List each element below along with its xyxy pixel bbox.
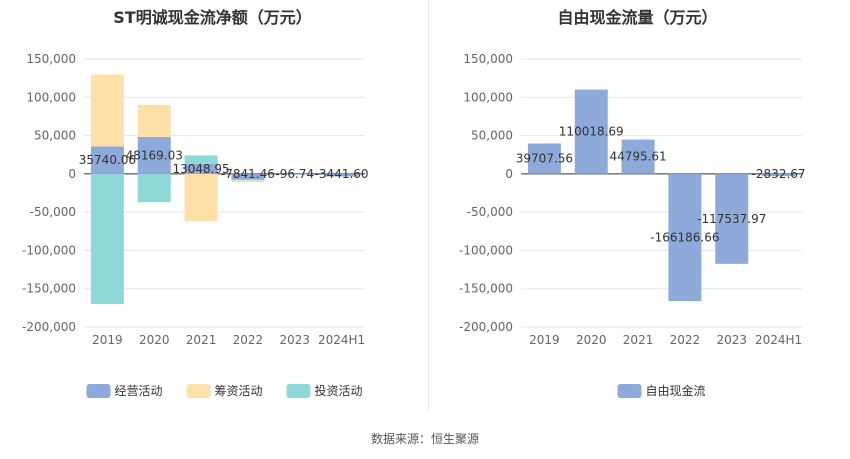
- bar: [621, 139, 655, 174]
- bar: [137, 173, 171, 203]
- data-label: 44795.61: [609, 150, 666, 164]
- legend-swatch: [617, 384, 642, 398]
- data-label: 39707.56: [516, 152, 573, 166]
- bar: [668, 173, 702, 302]
- bar: [231, 179, 265, 181]
- bar: [527, 143, 561, 174]
- x-tick-label: 2021: [623, 333, 654, 347]
- data-label: 110018.69: [559, 125, 624, 139]
- y-tick-label: -150,000: [459, 282, 513, 296]
- y-tick-label: -150,000: [22, 282, 76, 296]
- bar: [184, 173, 218, 222]
- data-label: -166186.66: [650, 230, 719, 244]
- x-tick-label: 2020: [576, 333, 607, 347]
- data-source-note: 数据来源：恒生聚源: [370, 432, 479, 446]
- y-tick-label: 50,000: [34, 129, 76, 143]
- free-cash-flow-chart: -200,000 -150,000 -100,000 -50,000 0 50,000 10…: [459, 52, 806, 398]
- y-tick-label: -200,000: [459, 320, 513, 334]
- x-tick-label: 2019: [529, 333, 560, 347]
- x-tick-label: 2022: [233, 333, 264, 347]
- bar: [90, 74, 124, 147]
- y-tick-label: 150,000: [463, 52, 513, 66]
- chart-title: 自由现金流量（万元）: [557, 8, 718, 27]
- legend-swatch: [286, 384, 311, 398]
- panel-divider: [428, 0, 429, 410]
- bar: [90, 173, 124, 305]
- y-tick-label: 0: [68, 167, 76, 181]
- legend-label: 自由现金流: [646, 383, 706, 398]
- x-tick-label: 2024H1: [755, 333, 802, 347]
- y-tick-label: 150,000: [26, 52, 76, 66]
- bar: [231, 180, 265, 182]
- bar: [90, 146, 124, 174]
- y-tick-label: 100,000: [463, 90, 513, 104]
- y-tick-label: -100,000: [459, 243, 513, 257]
- bar: [574, 89, 608, 174]
- bar: [231, 173, 265, 180]
- bar: [278, 173, 312, 175]
- bar: [762, 173, 796, 177]
- x-tick-label: 2022: [670, 333, 701, 347]
- data-label: -96.74: [275, 167, 314, 181]
- data-label: -117537.97: [697, 212, 766, 226]
- y-tick-label: 0: [505, 167, 513, 181]
- data-label: -2832.67: [752, 167, 806, 181]
- data-label: 13048.95: [172, 162, 229, 176]
- y-tick-label: -50,000: [467, 205, 513, 219]
- data-label: 48169.03: [126, 148, 183, 162]
- x-tick-label: 2024H1: [318, 333, 365, 347]
- bar: [184, 155, 218, 164]
- legend-swatch: [86, 384, 111, 398]
- x-tick-label: 2023: [716, 333, 747, 347]
- bar: [137, 104, 171, 137]
- chart-title: ST明诚现金流净额（万元）: [113, 8, 312, 27]
- y-tick-label: -200,000: [22, 320, 76, 334]
- bar: [184, 163, 218, 174]
- legend-label: 投资活动: [315, 383, 363, 398]
- data-label: -3441.60: [315, 167, 369, 181]
- legend-swatch: [186, 384, 211, 398]
- free-cash-flow-chart-panel: 自由现金流量（万元） -200,000 -150,000 -100,000 -50,0…: [425, 0, 850, 410]
- y-tick-label: -50,000: [30, 205, 76, 219]
- bar: [715, 173, 749, 264]
- x-tick-label: 2023: [279, 333, 310, 347]
- y-tick-label: 50,000: [471, 129, 513, 143]
- data-label: -7841.46: [221, 167, 275, 181]
- bar: [325, 173, 359, 177]
- cash-flow-net-chart-panel: ST明诚现金流净额（万元） -200,000 -150,000 -100,000 -5…: [0, 0, 425, 410]
- y-tick-label: 100,000: [26, 90, 76, 104]
- x-tick-label: 2020: [139, 333, 170, 347]
- x-tick-label: 2021: [186, 333, 217, 347]
- bar: [137, 136, 171, 174]
- x-tick-label: 2019: [92, 333, 123, 347]
- y-tick-label: -100,000: [22, 243, 76, 257]
- cash-flow-net-chart: -200,000 -150,000 -100,000 -50,000 0 50,000 10…: [22, 52, 369, 398]
- data-label: 35740.06: [79, 153, 136, 167]
- legend-label: 筹资活动: [215, 384, 263, 398]
- legend-label: 经营活动: [115, 384, 163, 398]
